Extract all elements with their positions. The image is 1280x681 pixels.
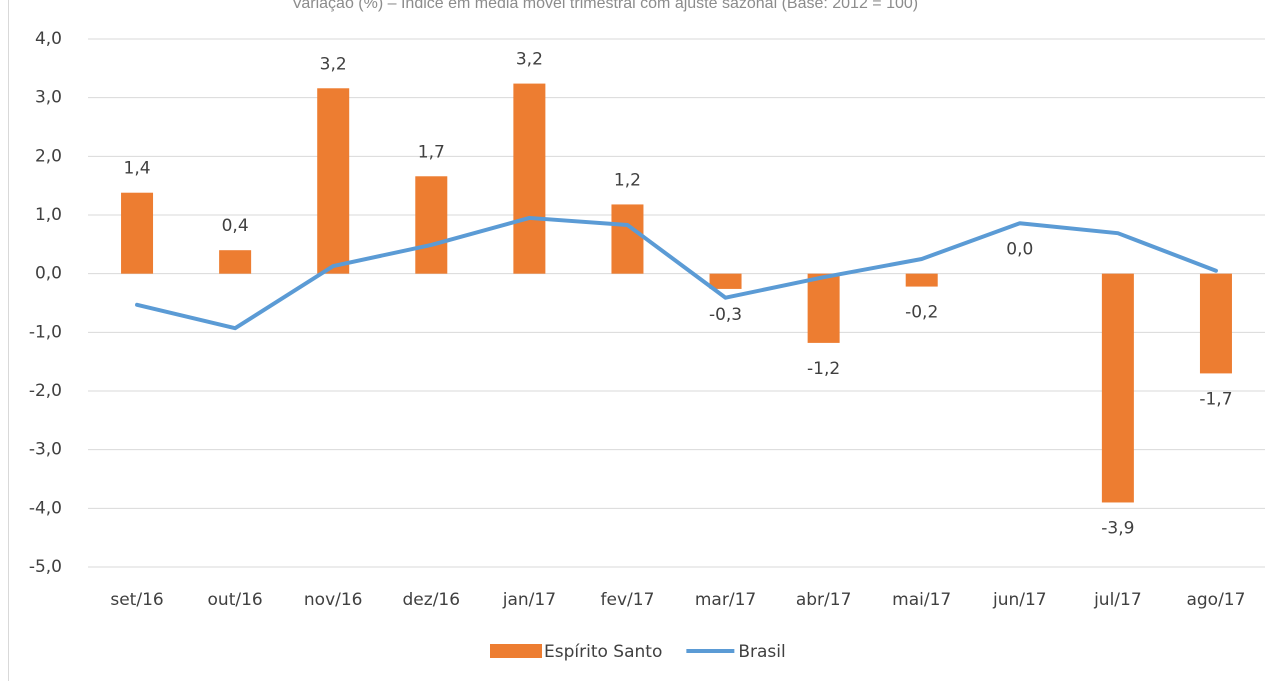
y-tick-label: -1,0 [29,322,62,342]
x-tick-label: ago/17 [1186,590,1245,610]
bar [317,88,350,274]
bar [1199,273,1232,374]
y-tick-label: 0,0 [35,264,62,284]
data-label: -3,9 [1101,518,1134,538]
data-label: -1,7 [1199,389,1232,409]
bar [513,83,546,274]
chart-frame [8,0,9,681]
data-label: -0,2 [905,303,938,323]
x-tick-label: mai/17 [892,590,951,610]
bar [219,250,252,274]
x-tick-label: jul/17 [1093,590,1142,610]
y-tick-label: -5,0 [29,557,62,577]
x-tick-label: fev/17 [601,590,655,610]
legend-swatch [490,644,542,658]
x-tick-label: nov/16 [304,590,363,610]
bar [1101,273,1134,503]
bar [121,192,154,274]
data-label: 1,2 [614,170,641,190]
bar [611,204,644,274]
x-tick-label: jan/17 [502,590,556,610]
data-label: 3,2 [516,50,543,70]
x-tick-label: abr/17 [796,590,852,610]
y-tick-label: -2,0 [29,381,62,401]
data-label: 1,4 [124,159,151,179]
y-tick-label: 1,0 [35,205,62,225]
legend-label: Espírito Santo [544,642,662,662]
y-tick-label: 4,0 [35,29,62,49]
data-label: 1,7 [418,142,445,162]
data-label: -0,3 [709,305,742,325]
legend-label: Brasil [738,642,785,662]
x-tick-label: out/16 [208,590,263,610]
y-tick-label: 2,0 [35,146,62,166]
x-tick-label: mar/17 [695,590,756,610]
y-tick-label: 3,0 [35,88,62,108]
y-tick-label: -3,0 [29,440,62,460]
bar [709,273,742,289]
y-tick-label: -4,0 [29,498,62,518]
data-label: 0,4 [222,216,249,236]
bar [807,273,840,343]
bar [905,273,938,287]
data-label: -1,2 [807,359,840,379]
x-tick-label: set/16 [110,590,163,610]
x-tick-label: dez/16 [403,590,461,610]
data-label: 3,2 [320,54,347,74]
chart-subtitle: Variação (%) – Índice em média móvel tri… [292,0,918,12]
data-label: 0,0 [1006,240,1033,260]
line [135,215,1218,331]
bar [415,176,448,274]
x-tick-label: jun/17 [992,590,1047,610]
